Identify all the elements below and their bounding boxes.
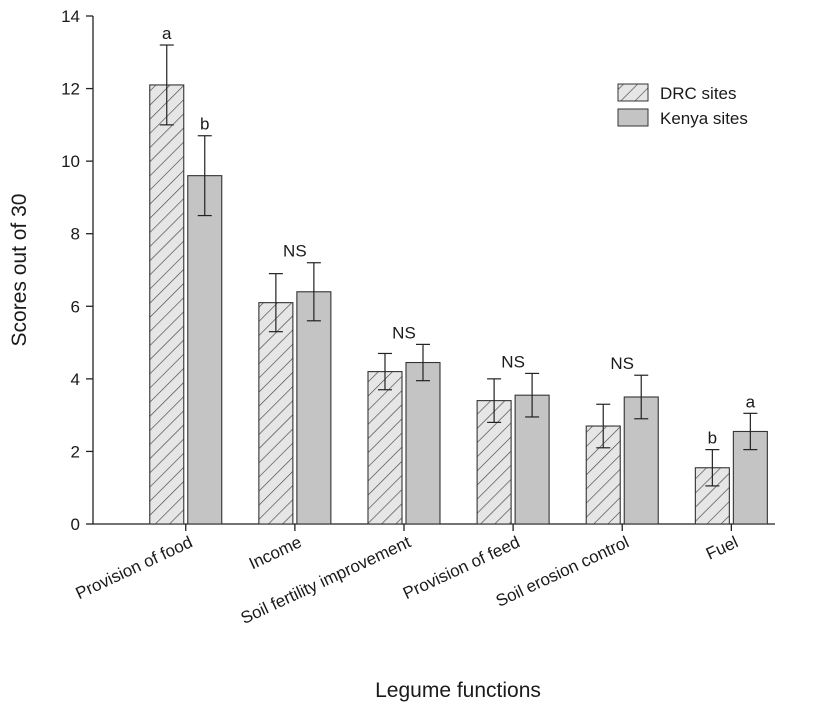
bar-kenya	[296, 291, 332, 525]
significance-label: b	[200, 115, 209, 134]
legend-swatch-drc	[617, 83, 649, 102]
bar-kenya	[187, 175, 223, 525]
y-tick-label: 12	[61, 80, 80, 99]
y-tick-label: 0	[71, 515, 80, 534]
y-tick-label: 8	[71, 225, 80, 244]
significance-label: NS	[392, 323, 416, 342]
significance-label: NS	[610, 354, 634, 373]
x-tick-label: Fuel	[703, 532, 741, 563]
y-tick-label: 14	[61, 7, 80, 26]
y-tick-label: 2	[71, 442, 80, 461]
x-tick-label: Provision of food	[73, 532, 196, 603]
legend-label-kenya: Kenya sites	[660, 109, 748, 128]
y-tick-label: 10	[61, 152, 80, 171]
bar-drc	[258, 302, 294, 525]
significance-label: b	[708, 429, 717, 448]
bar-drc	[585, 425, 621, 525]
y-tick-label: 4	[71, 370, 80, 389]
significance-label: a	[162, 24, 172, 43]
bar-drc	[149, 84, 185, 525]
bar-drc	[367, 371, 403, 525]
y-tick-label: 6	[71, 297, 80, 316]
significance-label: NS	[501, 352, 525, 371]
bar-kenya	[405, 361, 441, 525]
legend: DRC sites Kenya sites	[617, 83, 748, 128]
legend-label-drc: DRC sites	[660, 84, 737, 103]
legend-swatch-kenya	[617, 108, 649, 127]
significance-label: NS	[283, 242, 307, 261]
y-axis-title: Scores out of 30	[8, 194, 31, 347]
x-tick-label: Income	[246, 532, 305, 573]
significance-label: a	[746, 392, 756, 411]
x-axis-title: Legume functions	[375, 679, 541, 702]
